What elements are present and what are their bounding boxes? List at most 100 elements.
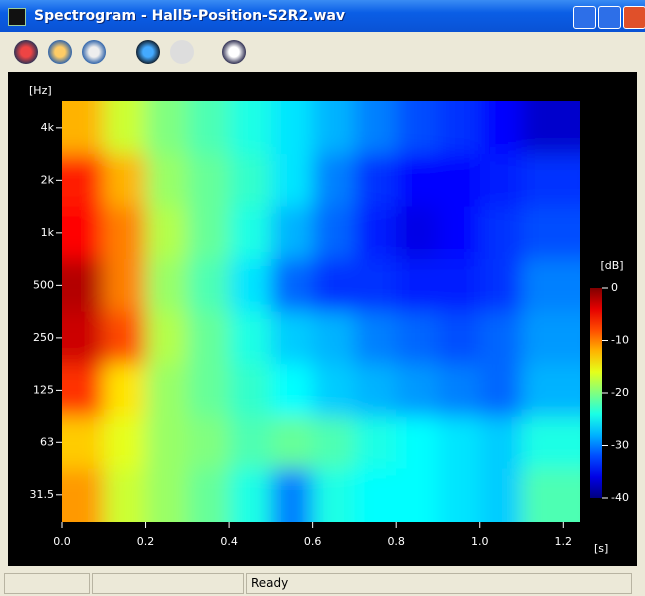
heat-cell <box>229 416 271 469</box>
heat-cell <box>146 364 188 417</box>
toolbar <box>0 32 645 72</box>
y-tick-label: 1k <box>41 226 55 239</box>
heat-cell <box>480 154 522 207</box>
x-tick-label: 0.4 <box>220 535 238 548</box>
plot-area <box>22 72 603 561</box>
heat-cell <box>271 416 313 469</box>
colorbar-tick-label: -10 <box>611 334 629 347</box>
heat-cell <box>480 206 522 259</box>
heat-cell <box>480 72 522 154</box>
close-button[interactable] <box>623 6 645 29</box>
colorbar-tick-label: -40 <box>611 491 629 504</box>
colorbar-tick-label: -20 <box>611 386 629 399</box>
settings-icon[interactable] <box>222 40 246 64</box>
heat-cell <box>313 311 355 364</box>
heat-cell <box>146 259 188 312</box>
y-tick-label: 4k <box>41 121 55 134</box>
forward-icon[interactable] <box>136 40 160 64</box>
heat-cell <box>396 154 438 207</box>
heat-cell <box>480 416 522 469</box>
y-tick-label: 250 <box>33 331 54 344</box>
x-tick-label: 1.2 <box>555 535 573 548</box>
heat-cell <box>146 206 188 259</box>
heat-cell <box>229 154 271 207</box>
x-tick-label: 0.8 <box>387 535 405 548</box>
heat-cell <box>354 311 396 364</box>
heat-cell <box>187 416 229 469</box>
window-title: Spectrogram - Hall5-Position-S2R2.wav <box>34 8 345 24</box>
heatmap <box>22 72 603 561</box>
heat-cell <box>313 259 355 312</box>
heat-cell <box>229 364 271 417</box>
heat-cell <box>104 311 146 364</box>
y-tick-label: 2k <box>41 173 55 186</box>
app-window: Spectrogram - Hall5-Position-S2R2.wav [H… <box>0 0 645 596</box>
heat-cell <box>22 206 104 259</box>
heat-cell <box>146 416 188 469</box>
x-tick-label: 0.6 <box>304 535 322 548</box>
heat-cell <box>522 72 604 154</box>
colorbar <box>590 288 602 498</box>
heat-cell <box>313 364 355 417</box>
y-tick-label: 31.5 <box>30 488 55 501</box>
colorbar-label: [dB] <box>600 259 623 272</box>
y-tick-label: 125 <box>33 383 54 396</box>
y-tick-label: 500 <box>33 278 54 291</box>
heat-cell <box>229 206 271 259</box>
heat-cell <box>187 259 229 312</box>
heat-cell <box>104 416 146 469</box>
maximize-button[interactable] <box>598 6 621 29</box>
heat-cell <box>480 259 522 312</box>
heat-cell <box>104 259 146 312</box>
close-icon[interactable] <box>14 40 38 64</box>
status-cell <box>4 573 90 594</box>
status-text: Ready <box>246 573 632 594</box>
heat-cell <box>354 72 396 154</box>
heat-cell <box>354 416 396 469</box>
colorbar-tick-label: 0 <box>611 281 618 294</box>
heat-cell <box>313 154 355 207</box>
heat-cell <box>22 416 104 469</box>
heat-cell <box>104 72 146 154</box>
heat-cell <box>229 72 271 154</box>
title-bar: Spectrogram - Hall5-Position-S2R2.wav <box>0 0 645 32</box>
heat-cell <box>438 72 480 154</box>
heat-cell <box>354 364 396 417</box>
colorbar-tick-label: -30 <box>611 439 629 452</box>
heat-cell <box>271 72 313 154</box>
y-axis-label: [Hz] <box>29 84 52 97</box>
heat-cell <box>313 72 355 154</box>
save-icon[interactable] <box>48 40 72 64</box>
heat-cell <box>522 206 604 259</box>
heat-cell <box>396 364 438 417</box>
heat-cell <box>396 416 438 469</box>
heat-cell <box>104 154 146 207</box>
minimize-button[interactable] <box>573 6 596 29</box>
heat-cell <box>522 154 604 207</box>
heat-cell <box>396 72 438 154</box>
heat-cell <box>187 311 229 364</box>
heat-cell <box>396 259 438 312</box>
heat-cell <box>146 311 188 364</box>
back-icon <box>170 40 194 64</box>
status-cell <box>92 573 244 594</box>
heat-cell <box>438 416 480 469</box>
heat-cell <box>187 72 229 154</box>
status-bar: Ready <box>0 568 645 596</box>
heat-cell <box>480 364 522 417</box>
heat-cell <box>438 154 480 207</box>
heat-cell <box>396 206 438 259</box>
app-icon <box>8 8 26 26</box>
heat-cell <box>313 206 355 259</box>
heat-cell <box>396 311 438 364</box>
heat-cell <box>104 364 146 417</box>
heat-cell <box>480 311 522 364</box>
heat-cell <box>146 72 188 154</box>
heat-cell <box>354 259 396 312</box>
heat-cell <box>229 311 271 364</box>
heat-cell <box>187 364 229 417</box>
heat-cell <box>271 364 313 417</box>
print-icon[interactable] <box>82 40 106 64</box>
heat-cell <box>229 259 271 312</box>
